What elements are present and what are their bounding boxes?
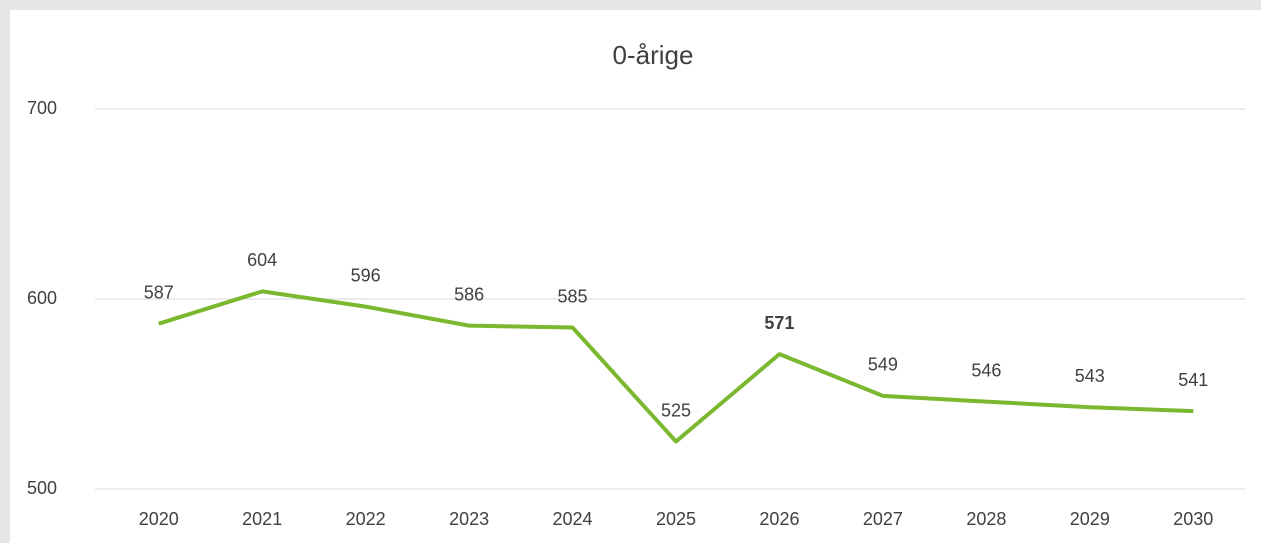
- data-label: 585: [558, 286, 588, 306]
- data-label: 546: [971, 360, 1001, 380]
- data-label: 541: [1178, 370, 1208, 390]
- x-tick-label: 2023: [449, 509, 489, 529]
- data-label: 543: [1075, 366, 1105, 386]
- x-tick-label: 2028: [966, 509, 1006, 529]
- x-tick-label: 2022: [346, 509, 386, 529]
- chart-area: [10, 10, 1261, 543]
- data-label: 571: [764, 313, 794, 333]
- y-tick-label: 700: [27, 98, 57, 118]
- data-label: 525: [661, 400, 691, 420]
- data-label: 596: [351, 265, 381, 285]
- x-tick-label: 2021: [242, 509, 282, 529]
- x-tick-label: 2025: [656, 509, 696, 529]
- chart-title: 0-årige: [613, 40, 694, 70]
- x-tick-label: 2020: [139, 509, 179, 529]
- data-label: 549: [868, 355, 898, 375]
- data-label: 587: [144, 282, 174, 302]
- y-tick-label: 600: [27, 288, 57, 308]
- data-label: 586: [454, 284, 484, 304]
- x-tick-label: 2027: [863, 509, 903, 529]
- x-tick-label: 2029: [1070, 509, 1110, 529]
- x-tick-label: 2024: [553, 509, 593, 529]
- data-label: 604: [247, 250, 277, 270]
- y-tick-label: 500: [27, 478, 57, 498]
- x-tick-label: 2026: [759, 509, 799, 529]
- data-line: [158, 289, 1194, 444]
- x-tick-label: 2030: [1173, 509, 1213, 529]
